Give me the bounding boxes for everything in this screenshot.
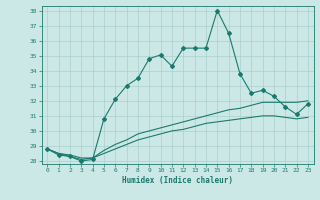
X-axis label: Humidex (Indice chaleur): Humidex (Indice chaleur) (122, 176, 233, 185)
